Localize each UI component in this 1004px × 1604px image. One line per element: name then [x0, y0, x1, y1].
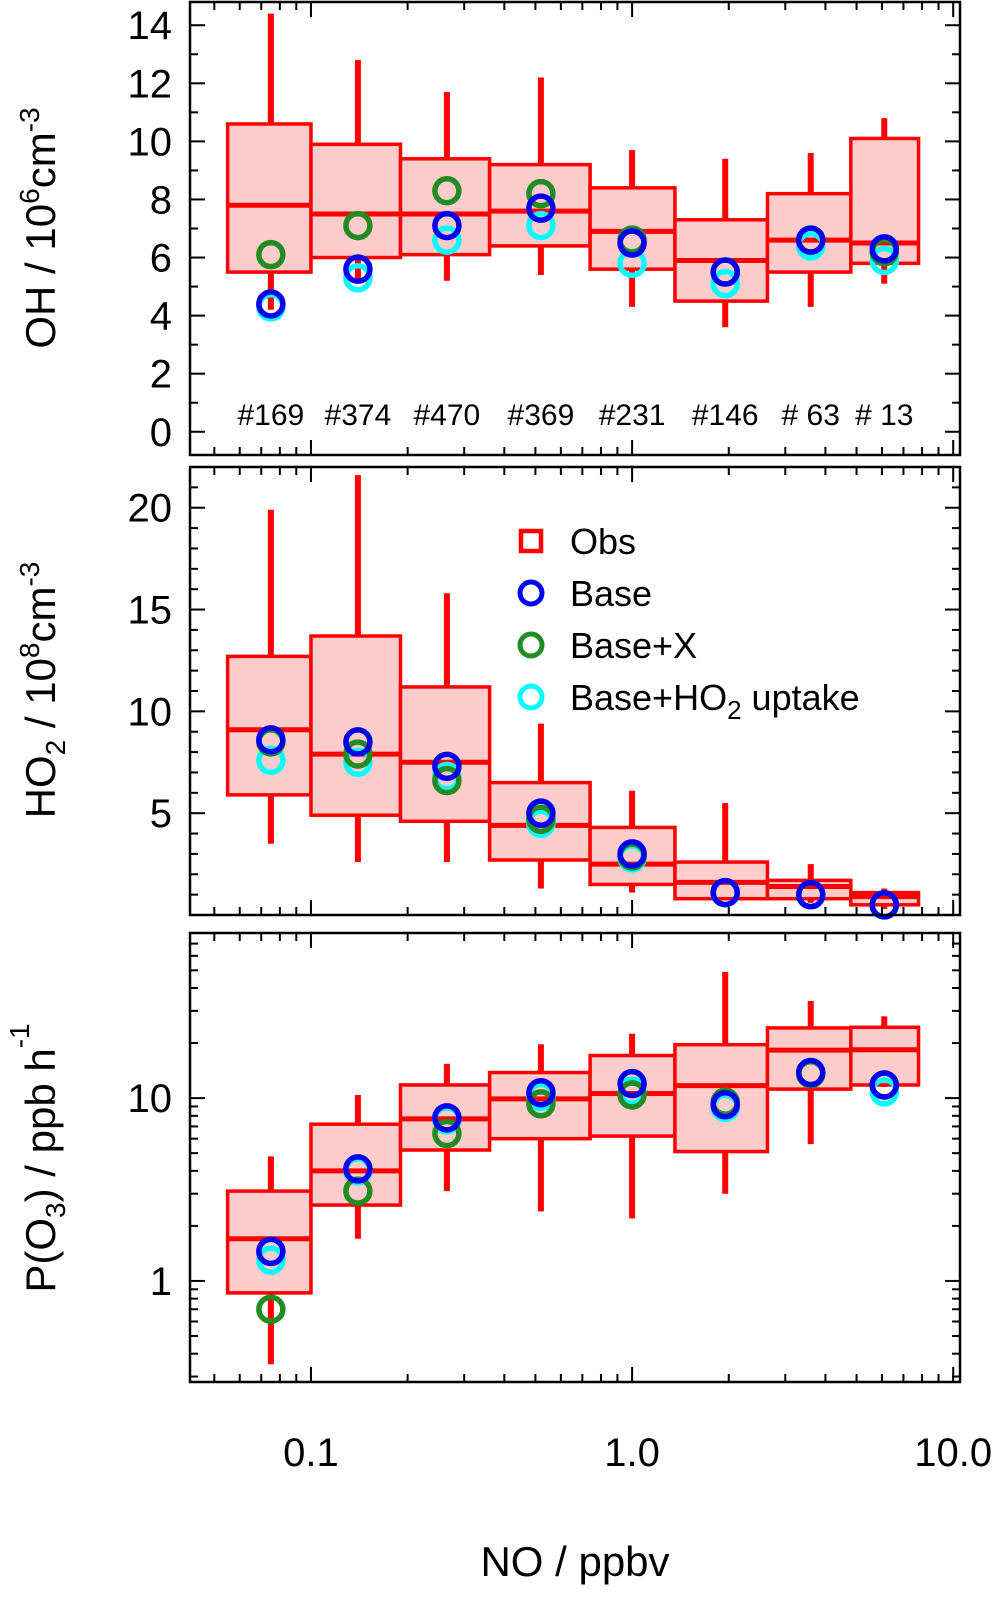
oh-count-label: #470	[414, 399, 481, 432]
po3-base-point	[256, 1236, 286, 1267]
oh-base-point	[432, 210, 462, 241]
po3-base-point	[710, 1089, 740, 1120]
ho2-obs-box	[588, 825, 677, 887]
oh-base-x-point	[432, 176, 462, 206]
oh-y-tick-label: 14	[128, 4, 173, 48]
ho2-base-point	[617, 839, 647, 869]
oh-count-label: #169	[237, 399, 304, 432]
x-tick-label: 0.1	[283, 1431, 339, 1475]
panel-ho2: 5 10 15 20 HO2 / 108cm-3 Obs Base Base+X Ba…	[14, 465, 962, 920]
panel-po3-ticks: 1 10	[128, 932, 960, 1382]
po3-base-point	[795, 1057, 826, 1088]
oh-base-point	[256, 289, 286, 319]
x-tick-label: 1.0	[604, 1431, 660, 1475]
oh-obs-box	[309, 142, 403, 260]
oh-count-label: #374	[325, 399, 392, 432]
panel-oh-marks: #169 #374 #470 #369 #231 #146 # 63 # 13	[225, 13, 921, 432]
oh-count-label: #231	[599, 399, 666, 432]
x-tick-labels: 0.1 1.0 10.0	[283, 1431, 992, 1475]
po3-base-point	[343, 1154, 373, 1184]
po3-base-x-point	[617, 1080, 647, 1110]
oh-count-label: #146	[692, 399, 759, 432]
panel-ho2-marks	[225, 475, 921, 920]
oh-base-point	[710, 257, 740, 287]
x-tick-label: 10.0	[914, 1431, 992, 1475]
panel-po3-frame	[188, 931, 962, 1384]
oh-y-tick-label: 10	[128, 120, 173, 164]
oh-count-label: # 63	[782, 399, 840, 432]
panel-oh: #169 #374 #470 #369 #231 #146 # 63 # 13 0 2 4 6 8 10…	[14, 0, 962, 457]
legend-base-ho2-marker	[517, 683, 545, 711]
oh-y-tick-label: 12	[128, 62, 173, 106]
po3-obs-box	[309, 1122, 403, 1207]
ho2-base-point	[795, 879, 826, 910]
oh-base-x-point	[526, 178, 556, 209]
ho2-y-tick-label: 20	[128, 487, 173, 531]
ho2-base-point	[526, 798, 556, 828]
oh-y-tick-label: 4	[150, 295, 172, 339]
oh-base-x-point	[343, 210, 373, 241]
ho2-base-x-point	[432, 765, 462, 796]
oh-base-x-point	[256, 239, 286, 270]
po3-base-point	[869, 1070, 900, 1100]
legend-base-ho2-label: Base+HO2 uptake	[570, 677, 860, 725]
oh-axis-title: OH / 106cm-3	[14, 107, 64, 348]
oh-base-ho2-point	[710, 268, 740, 299]
panel-po3-marks	[225, 971, 921, 1365]
po3-base-point	[617, 1068, 647, 1099]
panel-ho2-ticks: 5 10 15 20	[128, 466, 960, 916]
ho2-base-point	[343, 727, 373, 757]
oh-count-label: # 13	[855, 399, 913, 432]
ho2-base-x-point	[343, 739, 373, 769]
po3-base-ho2-point	[256, 1245, 286, 1275]
oh-y-tick-label: 8	[150, 178, 172, 222]
oh-y-tick-label: 2	[150, 353, 172, 397]
po3-base-x-point	[256, 1294, 286, 1324]
legend: Obs Base Base+X Base+HO2 uptake	[517, 521, 860, 725]
po3-base-x-point	[526, 1089, 556, 1119]
ho2-base-point	[710, 877, 740, 908]
oh-base-ho2-point	[343, 263, 373, 293]
legend-base-x-label: Base+X	[570, 625, 697, 666]
ho2-y-tick-label: 10	[128, 690, 173, 734]
po3-y-tick-label: 10	[128, 1077, 173, 1121]
ho2-base-point	[256, 725, 286, 755]
panel-po3: 1 10 P(O3) / ppb h-1	[4, 931, 962, 1384]
oh-obs-box	[398, 157, 492, 257]
legend-base-x-marker	[517, 631, 545, 659]
oh-count-label: #369	[508, 399, 575, 432]
oh-base-ho2-point	[526, 210, 556, 241]
oh-base-point	[343, 254, 373, 284]
po3-base-x-point	[432, 1118, 462, 1149]
po3-axis-title: P(O3) / ppb h-1	[4, 1023, 71, 1292]
oh-obs-box	[225, 122, 313, 274]
oh-base-ho2-point	[869, 245, 900, 276]
po3-obs-box	[849, 1025, 921, 1087]
oh-y-tick-label: 6	[150, 237, 172, 281]
oh-base-point	[869, 234, 900, 264]
po3-base-point	[432, 1103, 462, 1133]
ho2-obs-box	[309, 634, 403, 817]
oh-base-ho2-point	[432, 225, 462, 255]
legend-base-label: Base	[570, 573, 652, 614]
oh-y-tick-label: 0	[150, 411, 172, 455]
ho2-y-tick-label: 15	[128, 589, 173, 633]
ho2-obs-box	[487, 780, 592, 862]
legend-obs-label: Obs	[570, 521, 636, 562]
ho2-base-point	[869, 890, 900, 920]
legend-base-marker	[517, 579, 545, 607]
x-axis-title: NO / ppbv	[480, 1538, 669, 1585]
ho2-base-point	[432, 751, 462, 782]
oh-base-point	[795, 225, 826, 255]
legend-obs-marker	[518, 528, 544, 554]
oh-base-point	[526, 193, 556, 223]
ho2-axis-title: HO2 / 108cm-3	[14, 562, 71, 819]
oh-base-point	[617, 228, 647, 258]
ho2-y-tick-label: 5	[150, 792, 172, 836]
ho2-base-ho2-point	[256, 745, 286, 775]
panel-oh-ticks: 0 2 4 6 8 10 12 14	[128, 2, 960, 455]
po3-y-tick-label: 1	[150, 1260, 172, 1304]
po3-base-point	[526, 1077, 556, 1108]
